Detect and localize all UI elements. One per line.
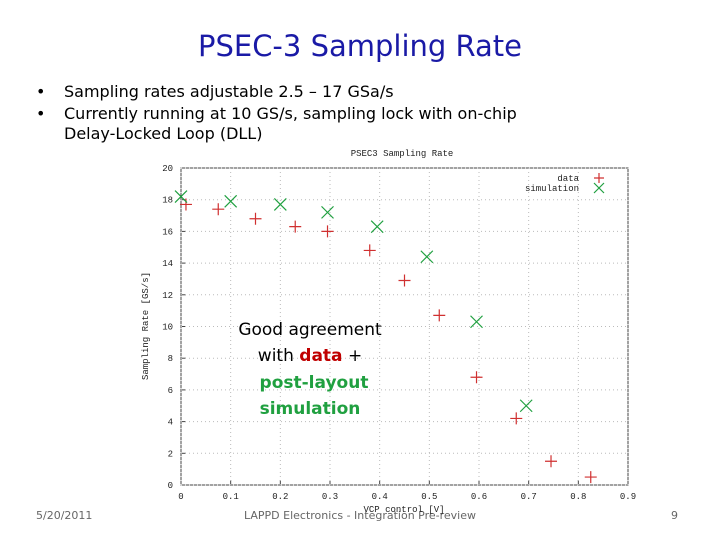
y-tick-label: 6 bbox=[168, 386, 173, 396]
data-point bbox=[370, 220, 384, 234]
x-tick-label: 0.4 bbox=[372, 492, 388, 502]
legend-marker bbox=[594, 173, 604, 183]
annotation: Good agreement with data + post-layout s… bbox=[238, 320, 382, 419]
plot: 0 2 4 6 8 10 12 14 16 18 20 0 0.1 0.2 0.3 0.4 0.5 0.6 0.7 0… bbox=[162, 164, 636, 502]
y-tick-label: 18 bbox=[162, 196, 173, 206]
x-tick-label: 0.8 bbox=[570, 492, 586, 502]
y-tick-label: 8 bbox=[168, 354, 173, 364]
x-tick-label: 0.7 bbox=[521, 492, 537, 502]
annotation-line: post-layout bbox=[260, 373, 369, 393]
data-point bbox=[470, 371, 483, 384]
annotation-line: Good agreement bbox=[238, 320, 382, 340]
data-point bbox=[224, 194, 238, 208]
legend-marker bbox=[593, 182, 605, 194]
bullet: Sampling rates adjustable 2.5 – 17 GSa/s bbox=[64, 82, 394, 101]
data-point bbox=[179, 198, 192, 211]
data-point bbox=[420, 250, 434, 264]
data-point bbox=[212, 203, 225, 216]
footer-date: 5/20/2011 bbox=[36, 509, 92, 522]
x-tick-label: 0.1 bbox=[223, 492, 239, 502]
x-tick-label: 0 bbox=[178, 492, 183, 502]
x-tick-label: 0.9 bbox=[620, 492, 636, 502]
x-tick-label: 0.2 bbox=[272, 492, 288, 502]
bullet: Delay-Locked Loop (DLL) bbox=[64, 124, 262, 143]
data-point bbox=[510, 412, 523, 425]
data-point bbox=[584, 471, 597, 484]
data-point bbox=[321, 225, 334, 238]
bullet-mark: • bbox=[36, 104, 45, 123]
y-tick-label: 10 bbox=[162, 323, 173, 333]
y-tick-label: 0 bbox=[168, 481, 173, 491]
annotation-highlight: data bbox=[299, 346, 342, 366]
y-tick-label: 20 bbox=[162, 164, 173, 174]
y-tick-label: 12 bbox=[162, 291, 173, 301]
legend-label: simulation bbox=[525, 184, 579, 194]
data-point bbox=[289, 220, 302, 233]
legend-label: data bbox=[557, 174, 579, 184]
data-point bbox=[470, 315, 483, 329]
bullet: Currently running at 10 GS/s, sampling l… bbox=[64, 104, 517, 123]
data-point bbox=[273, 198, 287, 211]
bullet-mark: • bbox=[36, 82, 45, 101]
slide-title: PSEC-3 Sampling Rate bbox=[198, 29, 522, 63]
x-tick-label: 0.3 bbox=[322, 492, 338, 502]
chart-title: PSEC3 Sampling Rate bbox=[351, 149, 454, 159]
data-point bbox=[174, 190, 188, 203]
annotation-text: + bbox=[348, 346, 362, 366]
data-point bbox=[321, 205, 334, 219]
data-point bbox=[433, 309, 446, 322]
footer-center: LAPPD Electronics - Integration Pre-revi… bbox=[244, 509, 476, 522]
data-point bbox=[363, 244, 376, 257]
y-tick-label: 14 bbox=[162, 259, 173, 269]
y-tick-label: 4 bbox=[168, 418, 173, 428]
page-number: 9 bbox=[671, 509, 678, 522]
y-tick-label: 16 bbox=[162, 227, 173, 237]
x-tick-label: 0.5 bbox=[421, 492, 437, 502]
y-axis-label: Sampling Rate [GS/s] bbox=[141, 272, 151, 380]
data-point bbox=[545, 455, 558, 468]
data-point bbox=[519, 399, 533, 413]
annotation-text: with bbox=[258, 346, 294, 366]
annotation-line: simulation bbox=[260, 399, 361, 419]
annotation-line: with data + bbox=[258, 346, 362, 366]
data-point bbox=[249, 212, 262, 225]
y-tick-label: 2 bbox=[168, 449, 173, 459]
x-axis-label: VCP control [V] bbox=[363, 505, 444, 515]
x-tick-label: 0.6 bbox=[471, 492, 487, 502]
data-point bbox=[398, 274, 411, 287]
